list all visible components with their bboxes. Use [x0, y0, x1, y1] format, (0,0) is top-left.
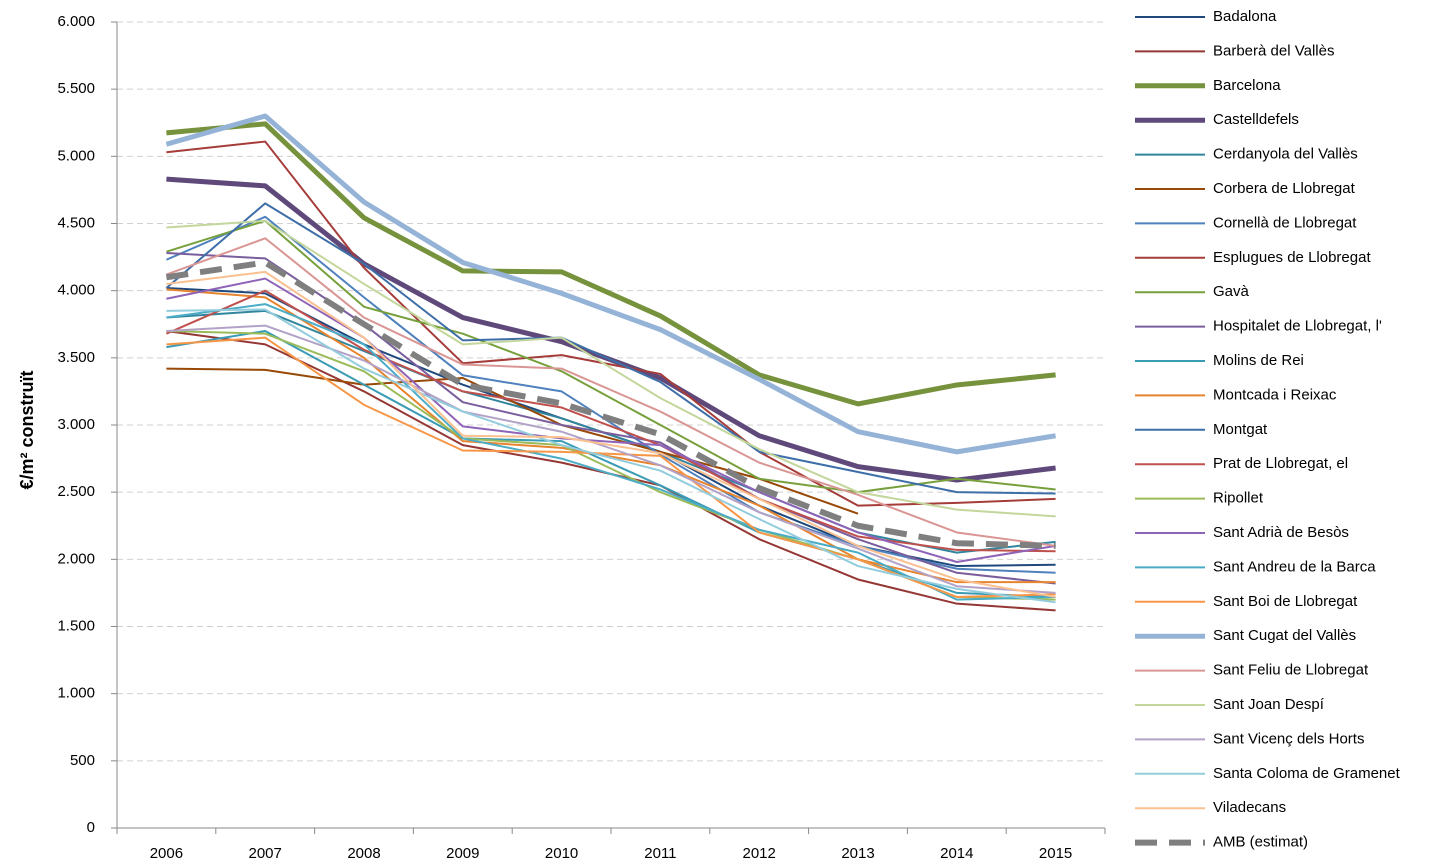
- series-line: [166, 308, 1056, 604]
- legend-label: Esplugues de Llobregat: [1213, 249, 1371, 266]
- legend-label: Corbera de Llobregat: [1213, 180, 1356, 197]
- x-tick-label: 2013: [841, 845, 874, 862]
- legend-label: Santa Coloma de Gramenet: [1213, 765, 1401, 782]
- series-line: [166, 270, 1056, 598]
- x-tick-label: 2014: [940, 845, 973, 862]
- x-tick-label: 2010: [545, 845, 578, 862]
- series-line: [166, 237, 1056, 547]
- y-tick-label: 1.500: [57, 617, 95, 634]
- legend-label: Sant Andreu de la Barca: [1213, 558, 1376, 575]
- legend-label: Cerdanyola del Vallès: [1213, 146, 1358, 163]
- y-tick-label: 2.500: [57, 483, 95, 500]
- legend-label: AMB (estimat): [1213, 834, 1308, 851]
- y-tick-label: 2.000: [57, 550, 95, 567]
- y-tick-label: 3.500: [57, 349, 95, 366]
- legend-label: Sant Joan Despí: [1213, 696, 1325, 713]
- legend-label: Ripollet: [1213, 490, 1264, 507]
- y-axis-label: €/m² construït: [17, 370, 37, 489]
- legend-label: Sant Cugat del Vallès: [1213, 627, 1356, 644]
- legend-label: Viladecans: [1213, 799, 1286, 816]
- y-tick-label: 5.000: [57, 147, 95, 164]
- y-tick-label: 4.000: [57, 282, 95, 299]
- y-tick-label: 1.000: [57, 685, 95, 702]
- legend-label: Barcelona: [1213, 77, 1281, 94]
- legend-label: Sant Adrià de Besòs: [1213, 524, 1349, 541]
- series-line: [166, 219, 1056, 518]
- series-line: [166, 288, 1056, 584]
- legend-label: Badalona: [1213, 8, 1277, 25]
- series-line: [166, 324, 1056, 594]
- series-line: [165, 113, 1057, 455]
- y-tick-label: 500: [70, 752, 95, 769]
- x-tick-label: 2011: [644, 845, 676, 862]
- legend-label: Sant Vicenç dels Horts: [1213, 730, 1364, 747]
- legend-label: Barberà del Vallès: [1213, 42, 1334, 59]
- series-line: [166, 219, 1056, 494]
- x-tick-label: 2007: [249, 845, 282, 862]
- legend-label: Gavà: [1213, 283, 1250, 300]
- y-tick-label: 0: [87, 819, 95, 836]
- x-tick-label: 2008: [347, 845, 380, 862]
- y-tick-label: 6.000: [57, 13, 95, 30]
- legend-label: Molins de Rei: [1213, 352, 1304, 369]
- y-tick-label: 4.500: [57, 214, 95, 231]
- series-line: [166, 277, 1056, 564]
- series-line: [165, 259, 1056, 549]
- y-tick-label: 3.000: [57, 416, 95, 433]
- series-line: [166, 289, 1056, 553]
- x-tick-label: 2009: [446, 845, 479, 862]
- legend-label: Castelldefels: [1213, 111, 1299, 128]
- series-line: [166, 367, 859, 515]
- series-line: [166, 329, 1056, 598]
- y-tick-label: 5.500: [57, 80, 95, 97]
- x-tick-label: 2006: [150, 845, 183, 862]
- series-line: [166, 121, 1056, 407]
- legend-label: Montcada i Reixac: [1213, 386, 1337, 403]
- x-tick-label: 2015: [1039, 845, 1072, 862]
- series-line: [166, 215, 1056, 574]
- legend-label: Sant Feliu de Llobregat: [1213, 662, 1369, 679]
- series-line: [165, 202, 1056, 495]
- legend-label: Cornellà de Llobregat: [1213, 214, 1357, 231]
- series-line: [166, 303, 1056, 601]
- x-tick-label: 2012: [743, 845, 776, 862]
- legend-label: Hospitalet de Llobregat, l': [1213, 318, 1382, 335]
- legend-label: Montgat: [1213, 421, 1268, 438]
- legend-label: Prat de Llobregat, el: [1213, 455, 1348, 472]
- legend-label: Sant Boi de Llobregat: [1213, 593, 1358, 610]
- series-line: [166, 140, 1056, 507]
